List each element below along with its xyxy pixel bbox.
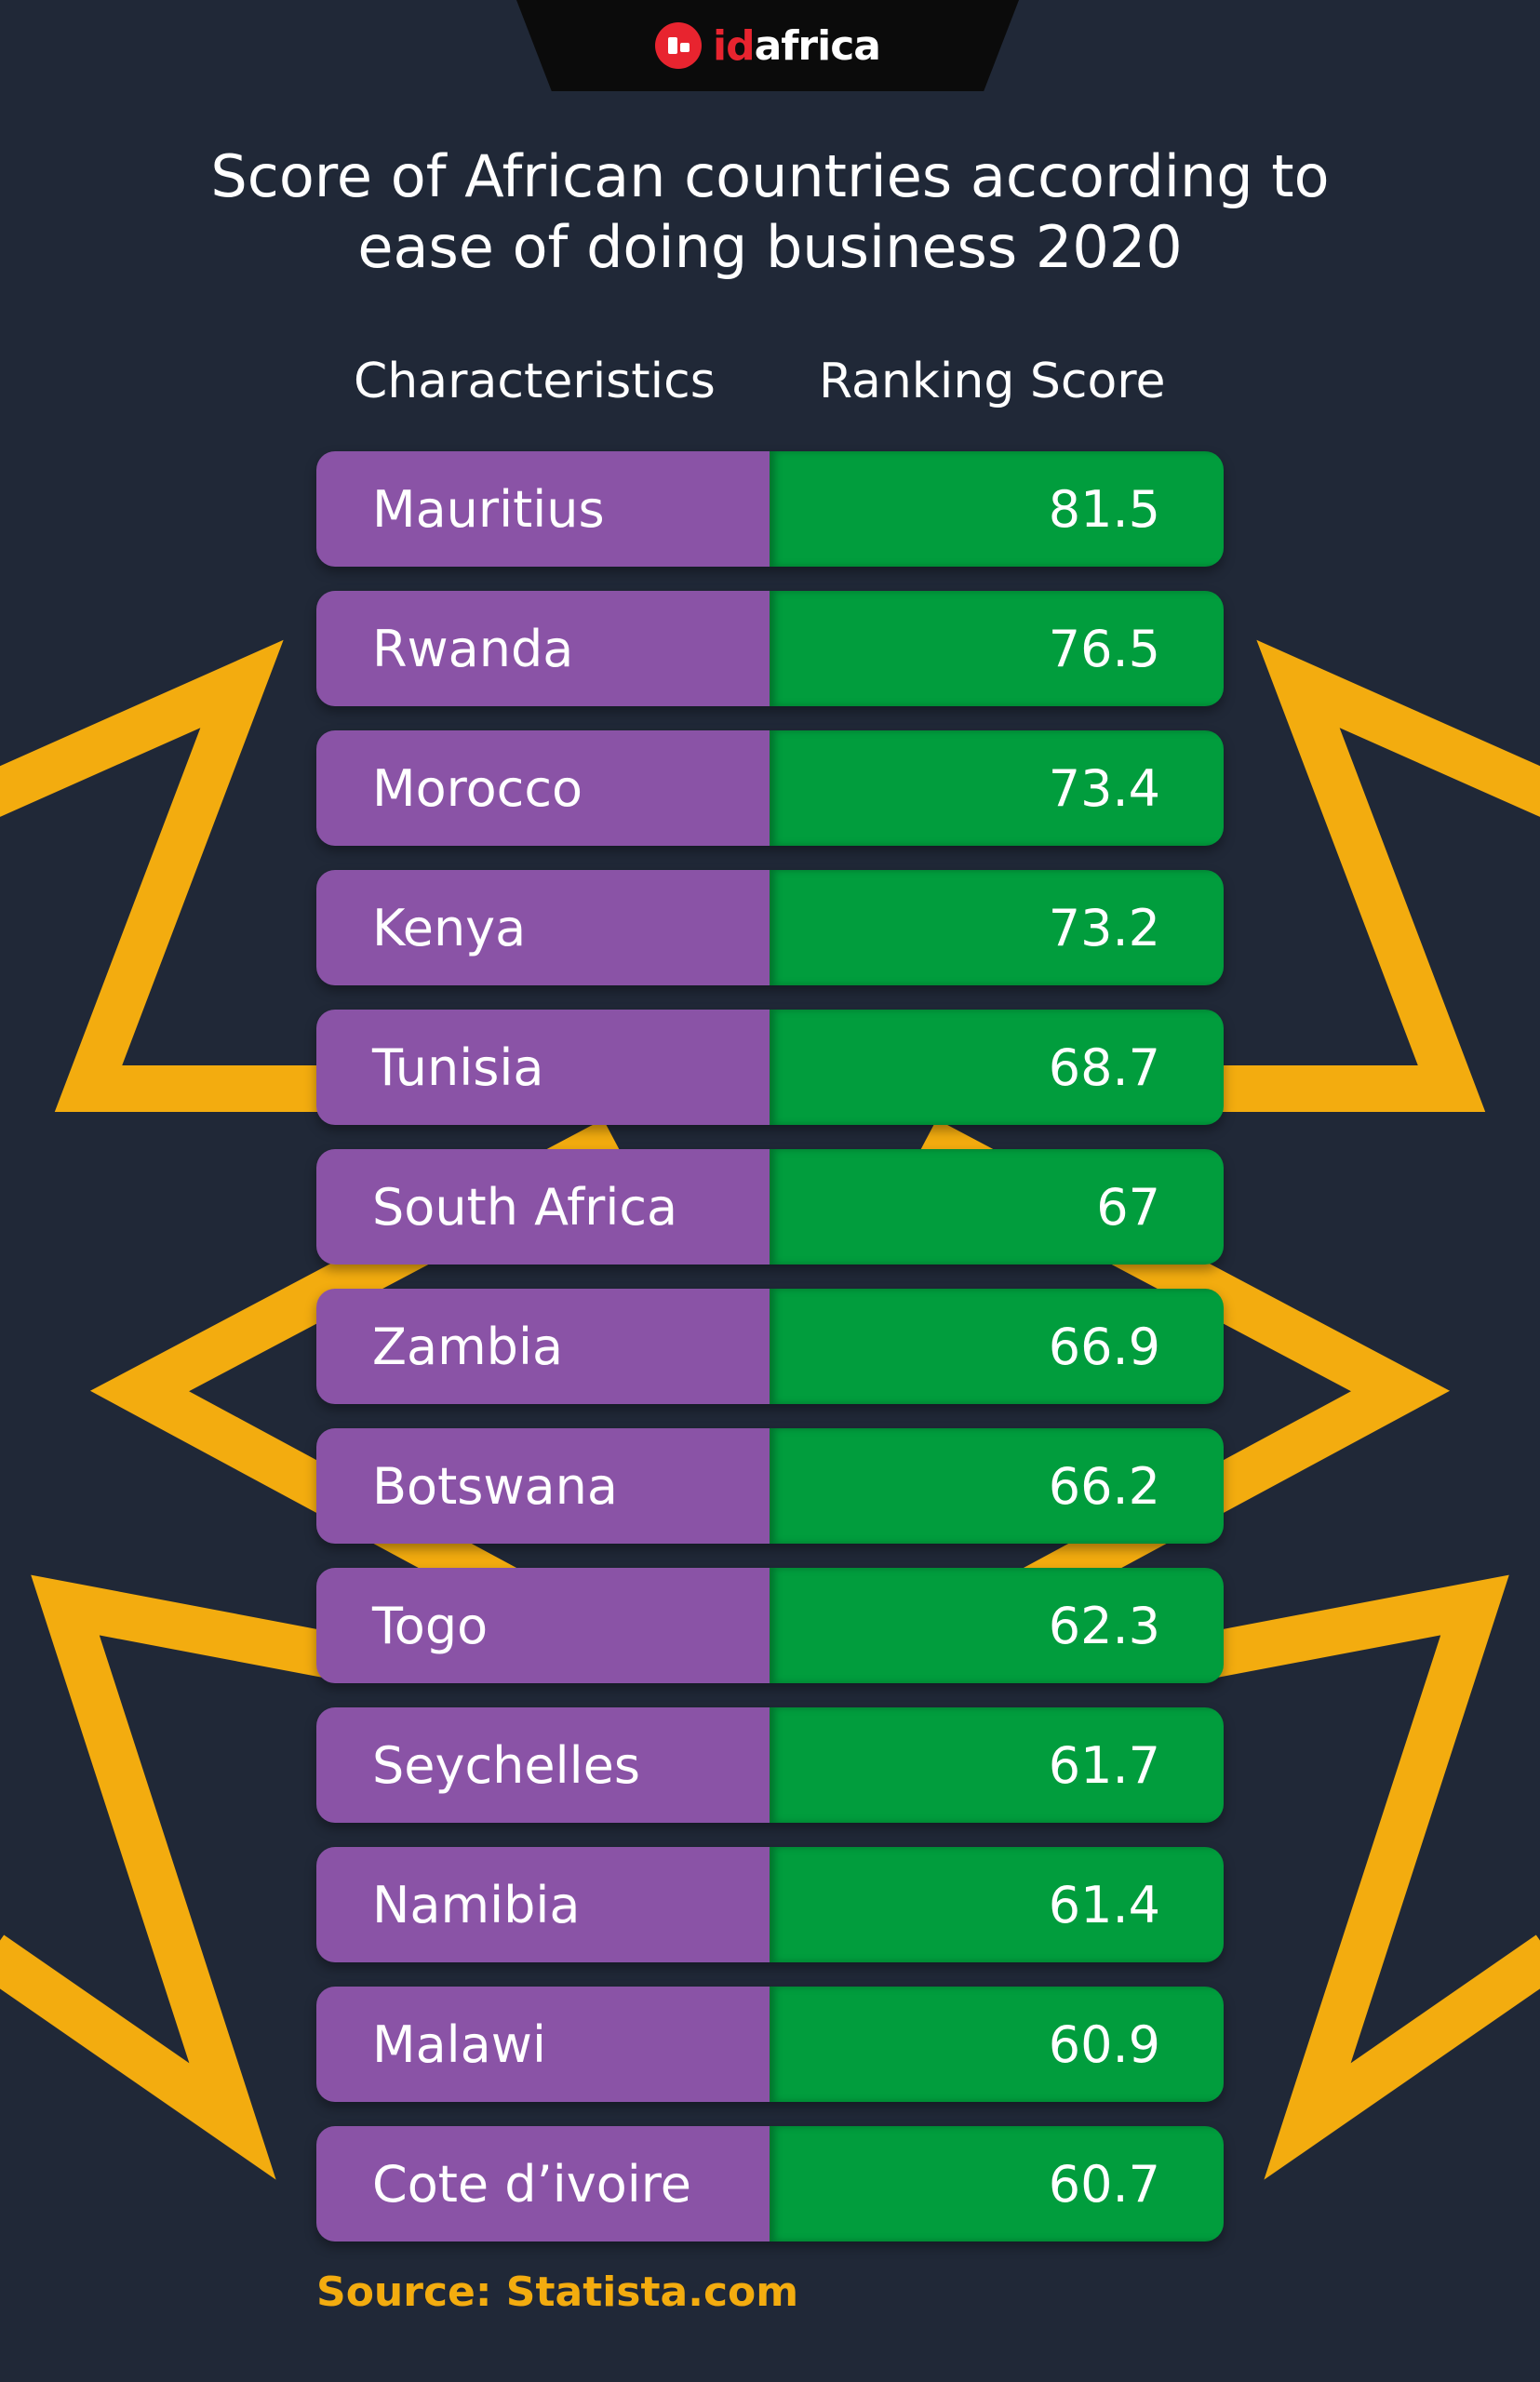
chart-title: Score of African countries according to … — [0, 141, 1540, 283]
table-row: Rwanda 76.5 — [316, 591, 1224, 706]
country-name: Zambia — [316, 1289, 770, 1404]
column-header-ranking-score: Ranking Score — [819, 354, 1166, 409]
ranking-score: 76.5 — [770, 591, 1224, 706]
brand-logo: idafrica — [516, 0, 1019, 91]
chart-title-line-2: ease of doing business 2020 — [357, 213, 1183, 281]
ranking-score: 66.9 — [770, 1289, 1224, 1404]
table-row: Botswana 66.2 — [316, 1428, 1224, 1544]
ranking-score: 60.7 — [770, 2126, 1224, 2241]
table-row: Mauritius 81.5 — [316, 451, 1224, 567]
table-row: Malawi 60.9 — [316, 1987, 1224, 2102]
deco-right-upper — [1205, 639, 1540, 1112]
table-row: Seychelles 61.7 — [316, 1707, 1224, 1823]
country-name: Seychelles — [316, 1707, 770, 1823]
deco-left-upper — [0, 639, 335, 1112]
ranking-score: 73.4 — [770, 730, 1224, 846]
country-name: Botswana — [316, 1428, 770, 1544]
chart-title-line-1: Score of African countries according to — [210, 142, 1330, 210]
ranking-score: 67 — [770, 1149, 1224, 1265]
table-row: Togo 62.3 — [316, 1568, 1224, 1683]
table-row: South Africa 67 — [316, 1149, 1224, 1265]
brand-logo-icon — [655, 22, 703, 69]
country-name: Cote d’ivoire — [316, 2126, 770, 2241]
deco-right-lower — [1200, 1574, 1540, 2180]
country-name: Malawi — [316, 1987, 770, 2102]
table-row: Namibia 61.4 — [316, 1847, 1224, 1962]
country-name: Tunisia — [316, 1010, 770, 1125]
ranking-score: 61.4 — [770, 1847, 1224, 1962]
ranking-score: 66.2 — [770, 1428, 1224, 1544]
country-name: Namibia — [316, 1847, 770, 1962]
ranking-score: 68.7 — [770, 1010, 1224, 1125]
table-row: Morocco 73.4 — [316, 730, 1224, 846]
country-name: Rwanda — [316, 591, 770, 706]
brand-name: idafrica — [713, 21, 881, 70]
ranking-table: Mauritius 81.5 Rwanda 76.5 Morocco 73.4 Kenya 7… — [316, 451, 1224, 2266]
ranking-score: 60.9 — [770, 1987, 1224, 2102]
column-header-characteristics: Characteristics — [354, 354, 716, 409]
ranking-score: 73.2 — [770, 870, 1224, 985]
source-note: Source: Statista.com — [316, 2268, 799, 2316]
table-row: Zambia 66.9 — [316, 1289, 1224, 1404]
country-name: Morocco — [316, 730, 770, 846]
table-row: Kenya 73.2 — [316, 870, 1224, 985]
brand-name-suffix: africa — [754, 21, 881, 70]
brand-name-prefix: id — [713, 21, 756, 70]
country-name: South Africa — [316, 1149, 770, 1265]
country-name: Mauritius — [316, 451, 770, 567]
country-name: Togo — [316, 1568, 770, 1683]
ranking-score: 61.7 — [770, 1707, 1224, 1823]
country-name: Kenya — [316, 870, 770, 985]
ranking-score: 81.5 — [770, 451, 1224, 567]
table-row: Cote d’ivoire 60.7 — [316, 2126, 1224, 2241]
deco-left-lower — [0, 1574, 340, 2180]
table-row: Tunisia 68.7 — [316, 1010, 1224, 1125]
ranking-score: 62.3 — [770, 1568, 1224, 1683]
